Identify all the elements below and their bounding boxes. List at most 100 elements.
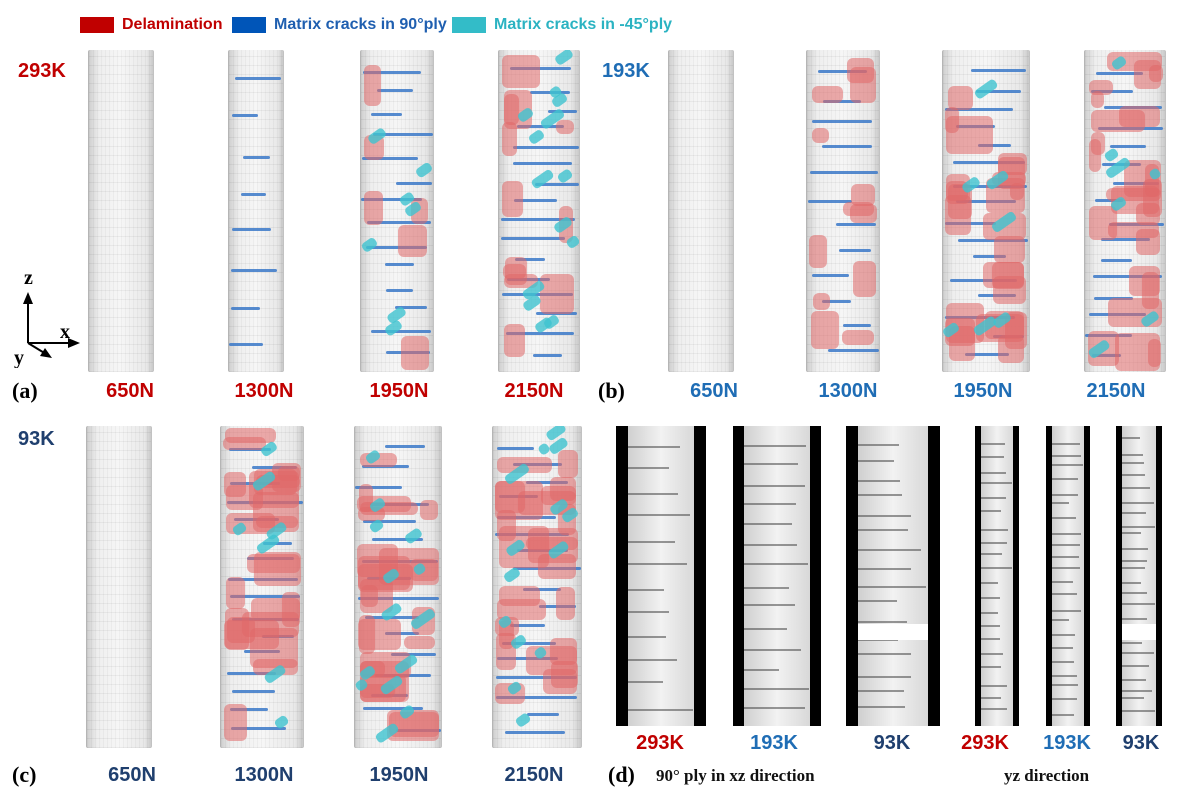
matrix-crack-90: [234, 76, 281, 80]
delamination-region: [851, 183, 876, 206]
matrix45-swatch: [452, 17, 486, 33]
matrix-crack-90: [823, 100, 861, 104]
ct-crack-line: [744, 543, 797, 546]
matrix-crack-90: [810, 170, 878, 174]
ct-crack-line: [858, 706, 906, 709]
matrix-crack-90: [396, 181, 432, 185]
ct-crack-line: [744, 668, 779, 671]
panel-a-temp: 293K: [18, 60, 66, 82]
ct-crack-line: [1122, 567, 1146, 570]
panel-d-yz-temp-2: 193K: [1043, 732, 1091, 754]
delamination-region: [398, 225, 428, 257]
ct-crack-line: [981, 612, 998, 615]
specimen-strip: [942, 50, 1030, 372]
ct-crack-line: [1052, 592, 1078, 595]
delamination-region: [853, 260, 876, 297]
panel-c-load-1: 650N: [108, 764, 156, 786]
ct-crack-line: [1122, 665, 1149, 668]
ct-crack-line: [1122, 592, 1148, 595]
matrix-crack-90: [817, 69, 867, 73]
panel-b-load-1: 650N: [690, 380, 738, 402]
ct-crack-line: [1052, 646, 1074, 649]
panel-d-yz-caption: yz direction: [1004, 766, 1090, 785]
matrix-crack-90: [811, 120, 873, 124]
ct-crack-line: [1052, 516, 1077, 519]
matrix-crack-45: [537, 441, 552, 456]
delamination-region: [501, 180, 523, 218]
legend-matrix90-label: Matrix cracks in 90°ply: [274, 16, 447, 33]
matrix-crack-90: [510, 66, 572, 70]
ct-crack-line: [858, 515, 911, 518]
panel-d-xz-temp-2: 193K: [750, 732, 798, 754]
matrix-crack-90: [230, 595, 301, 599]
axis-x-label: x: [60, 321, 70, 343]
ct-crack-line: [1052, 443, 1081, 446]
legend-matrix45: Matrix cracks in -45°ply: [452, 14, 672, 36]
specimen-strip: [88, 50, 154, 372]
axis-z-label: z: [24, 267, 33, 289]
matrix-crack-90: [513, 162, 572, 166]
ct-specimen: [858, 426, 928, 726]
ct-crack-line: [1052, 494, 1078, 497]
matrix-crack-90: [977, 143, 1012, 147]
delamination-swatch: [80, 17, 114, 33]
matrix-crack-45: [1103, 147, 1120, 163]
ct-crack-line: [628, 467, 670, 470]
matrix-crack-90: [958, 239, 1028, 243]
ct-crack-line: [1122, 461, 1144, 464]
ct-crack-line: [1052, 502, 1069, 505]
ct-crack-line: [744, 485, 806, 488]
delamination-region: [947, 86, 973, 111]
matrix-crack-90: [514, 198, 557, 202]
matrix-crack-90: [975, 90, 1022, 94]
ct-crack-line: [858, 549, 921, 552]
panel-c-temp: 93K: [18, 428, 55, 450]
delamination-region: [255, 516, 299, 529]
delamination-region: [503, 274, 538, 289]
ct-crack-line: [981, 496, 1006, 499]
matrix-crack-90: [384, 444, 425, 448]
delamination-region: [1088, 79, 1113, 95]
specimen-strip: [228, 50, 284, 372]
matrix-crack-90: [365, 616, 419, 620]
ct-crack-line: [1052, 619, 1070, 622]
matrix-crack-90: [533, 353, 563, 357]
ct-crack-line: [1122, 501, 1154, 504]
matrix-crack-90: [370, 330, 431, 334]
delamination-region: [224, 427, 276, 443]
ct-crack-line: [1052, 610, 1082, 613]
delamination-region: [364, 64, 381, 106]
delamination-region: [1115, 332, 1161, 371]
matrix-crack-90: [355, 485, 402, 489]
matrix-crack-90: [807, 200, 852, 204]
delamination-region: [812, 85, 843, 103]
matrix-crack-90: [971, 69, 1027, 73]
delamination-region: [495, 480, 526, 513]
ct-crack-line: [628, 541, 675, 544]
ct-crack-line: [628, 445, 680, 448]
ct-crack-line: [744, 523, 793, 526]
delamination-region: [502, 121, 518, 157]
delamination-region: [847, 58, 875, 83]
panel-d-yz-temp-1: 293K: [961, 732, 1009, 754]
ct-crack-line: [858, 599, 897, 602]
ct-crack-line: [628, 659, 678, 662]
ct-crack-line: [744, 563, 808, 566]
legend-matrix90: Matrix cracks in 90°ply: [232, 14, 447, 36]
panel-c-load-4: 2150N: [504, 764, 564, 786]
specimen-strip: [354, 426, 442, 748]
ct-crack-line: [628, 680, 663, 683]
delamination-region: [537, 554, 577, 580]
matrix-crack-90: [510, 623, 546, 627]
ct-crack-line: [1122, 560, 1147, 562]
matrix-crack-90: [367, 220, 431, 224]
ct-crack-line: [858, 653, 911, 656]
panel-c-load-3: 1950N: [369, 764, 429, 786]
ct-crack-line: [1122, 474, 1145, 477]
panel-b-load-4: 2150N: [1086, 380, 1146, 402]
ct-crack-line: [981, 652, 1004, 655]
matrix-crack-90: [517, 125, 565, 129]
matrix-crack-45: [553, 50, 574, 66]
matrix-crack-90: [365, 245, 427, 249]
ct-crack-line: [628, 611, 669, 614]
